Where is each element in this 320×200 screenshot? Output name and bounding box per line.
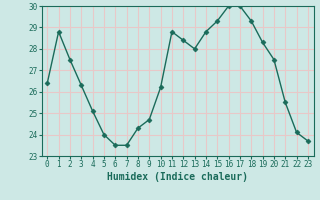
X-axis label: Humidex (Indice chaleur): Humidex (Indice chaleur) — [107, 172, 248, 182]
